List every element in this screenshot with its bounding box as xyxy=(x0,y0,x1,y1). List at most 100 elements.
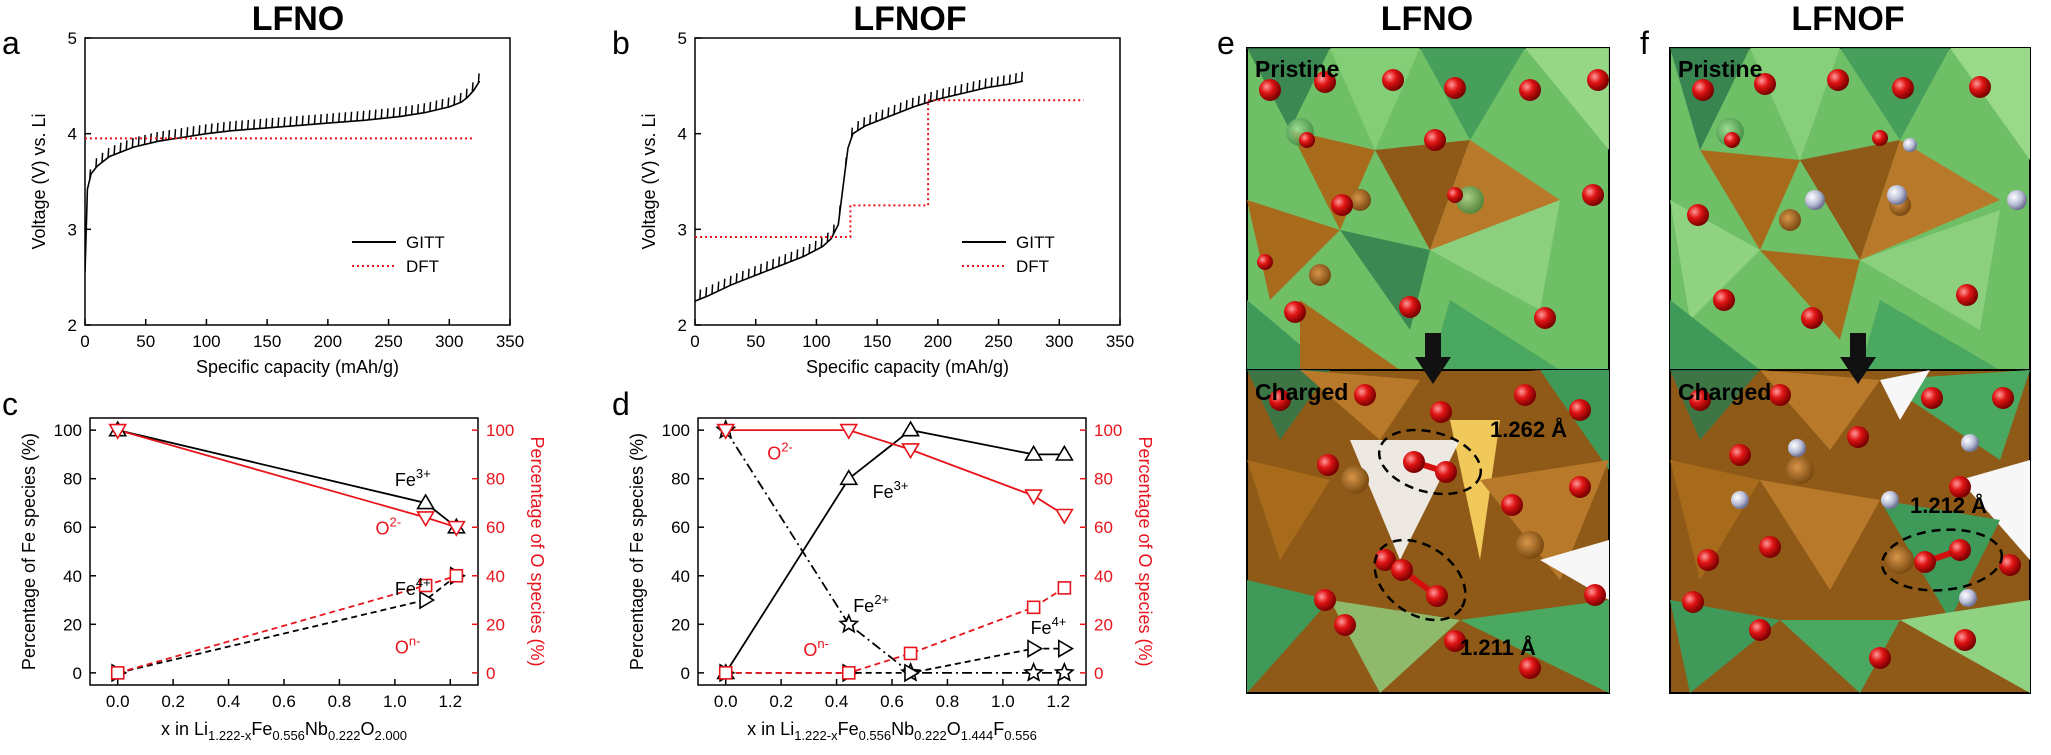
gitt-spike xyxy=(917,95,920,106)
panel-b-title: LFNOF xyxy=(853,0,966,38)
x-tick-label: 0 xyxy=(690,332,699,351)
panel-f-title: LFNOF xyxy=(1791,0,1904,38)
gitt-spike xyxy=(210,123,213,134)
x-tick-label: 50 xyxy=(746,332,765,351)
gitt-spike xyxy=(362,110,365,121)
x-tick-label: 300 xyxy=(1045,332,1073,351)
gitt-spike xyxy=(711,284,714,295)
gitt-spike xyxy=(155,131,158,142)
marker-o2 xyxy=(839,423,859,440)
y-axis-label: Percentage of Fe species (%) xyxy=(627,433,647,670)
y-tick-label: 3 xyxy=(68,220,77,239)
gitt-spike xyxy=(960,84,963,94)
y-tick-label: 80 xyxy=(63,470,82,489)
gitt-spike xyxy=(771,258,775,269)
annotation-o2: O2- xyxy=(767,439,793,463)
x-tick-label: 0.8 xyxy=(328,692,352,711)
x-tick-label: 0.0 xyxy=(714,692,738,711)
annotation-o2: O2- xyxy=(375,515,401,539)
gitt-spike xyxy=(1002,75,1005,86)
marker-on xyxy=(841,666,856,680)
gitt-spike xyxy=(259,118,262,129)
gitt-spike xyxy=(313,114,316,125)
series-line-on xyxy=(725,587,1065,674)
plot-area xyxy=(695,71,1084,302)
marker-o2 xyxy=(716,423,736,440)
x-tick-label: 0 xyxy=(80,332,89,351)
gitt-spike xyxy=(729,275,732,286)
x-tick-label: 250 xyxy=(374,332,402,351)
gitt-spike xyxy=(89,169,92,179)
gitt-spike xyxy=(404,106,407,116)
marker-fe3 xyxy=(839,469,859,486)
gitt-spike xyxy=(374,109,377,120)
gitt-spike xyxy=(368,110,371,120)
gitt-spike xyxy=(911,97,914,108)
marker-on xyxy=(110,666,125,680)
y-axis-label: Percentage of Fe species (%) xyxy=(19,433,39,670)
x-tick-label: 200 xyxy=(924,332,952,351)
gitt-spike xyxy=(198,125,201,135)
gitt-spike xyxy=(131,137,134,148)
x-tick-label: 200 xyxy=(314,332,342,351)
x-tick-label: 0.4 xyxy=(825,692,849,711)
x-tick-label: 100 xyxy=(802,332,830,351)
gitt-spike xyxy=(784,254,787,264)
gitt-spike xyxy=(948,87,951,97)
legend-a: GITT DFT xyxy=(352,233,445,276)
marker-fe2 xyxy=(1023,661,1045,682)
gitt-spike xyxy=(416,104,420,114)
gitt-spike xyxy=(107,147,110,158)
gitt-spike xyxy=(380,108,383,119)
gitt-spike xyxy=(168,129,171,140)
y-right-tick-label: 80 xyxy=(1094,470,1113,489)
y-tick-label: 4 xyxy=(678,125,687,144)
gitt-spike xyxy=(929,91,932,102)
gitt-spike xyxy=(753,266,756,276)
structure-f-pristine-label: Pristine xyxy=(1678,56,1762,82)
gitt-spike xyxy=(790,251,793,262)
gitt-spike xyxy=(723,278,726,289)
structure-e-bond-label-1: 1.262 Å xyxy=(1490,416,1567,442)
series-line-fe3 xyxy=(724,429,1065,674)
gitt-spike xyxy=(423,103,426,113)
gitt-spike xyxy=(143,134,146,145)
x-tick-label: 300 xyxy=(435,332,463,351)
x-tick-label: 150 xyxy=(253,332,281,351)
structure-panel-f: Pristine C xyxy=(1669,47,2031,694)
annotation-fe4: Fe4+ xyxy=(1031,614,1067,638)
chart-b-lfnof-voltage: 0 50 100 150 200 250 300 350 2 3 4 5 Specific capaci… xyxy=(639,29,1134,377)
x-tick-label: 0.6 xyxy=(272,692,296,711)
marker-o2 xyxy=(108,423,128,440)
y-right-tick-label: 60 xyxy=(486,518,505,537)
y-tick-label: 3 xyxy=(678,220,687,239)
gitt-spike xyxy=(808,243,811,254)
gitt-spike xyxy=(186,127,189,137)
x-tick-label: 50 xyxy=(136,332,155,351)
gitt-spike xyxy=(996,76,999,87)
gitt-spike xyxy=(978,79,981,90)
gitt-spike xyxy=(447,97,450,108)
panel-letter-f: f xyxy=(1640,25,1649,61)
gitt-spike xyxy=(471,82,474,93)
y-tick-label: 60 xyxy=(63,518,82,537)
gitt-spike xyxy=(265,118,268,129)
marker-on xyxy=(1026,600,1041,615)
gitt-spike xyxy=(923,93,926,104)
annotation-fe2: Fe2+ xyxy=(853,592,889,616)
gitt-spike xyxy=(295,116,298,126)
gitt-spike xyxy=(875,112,878,122)
y-tick-label: 100 xyxy=(662,421,690,440)
series-line-fe2 xyxy=(724,429,1065,674)
x-axis-label: x in Li1.222-xFe0.556Nb0.222O2.000 xyxy=(161,719,407,743)
y-right-tick-label: 60 xyxy=(1094,518,1113,537)
gitt-spike xyxy=(307,115,310,125)
gitt-spike xyxy=(240,120,243,130)
gitt-spike xyxy=(1008,74,1011,85)
y-right-axis-label: Percentage of O species (%) xyxy=(527,436,547,666)
plot-frame xyxy=(694,37,1121,326)
dft-line-dft xyxy=(695,99,1084,238)
gitt-spike xyxy=(820,237,823,248)
gitt-spike xyxy=(180,128,183,138)
